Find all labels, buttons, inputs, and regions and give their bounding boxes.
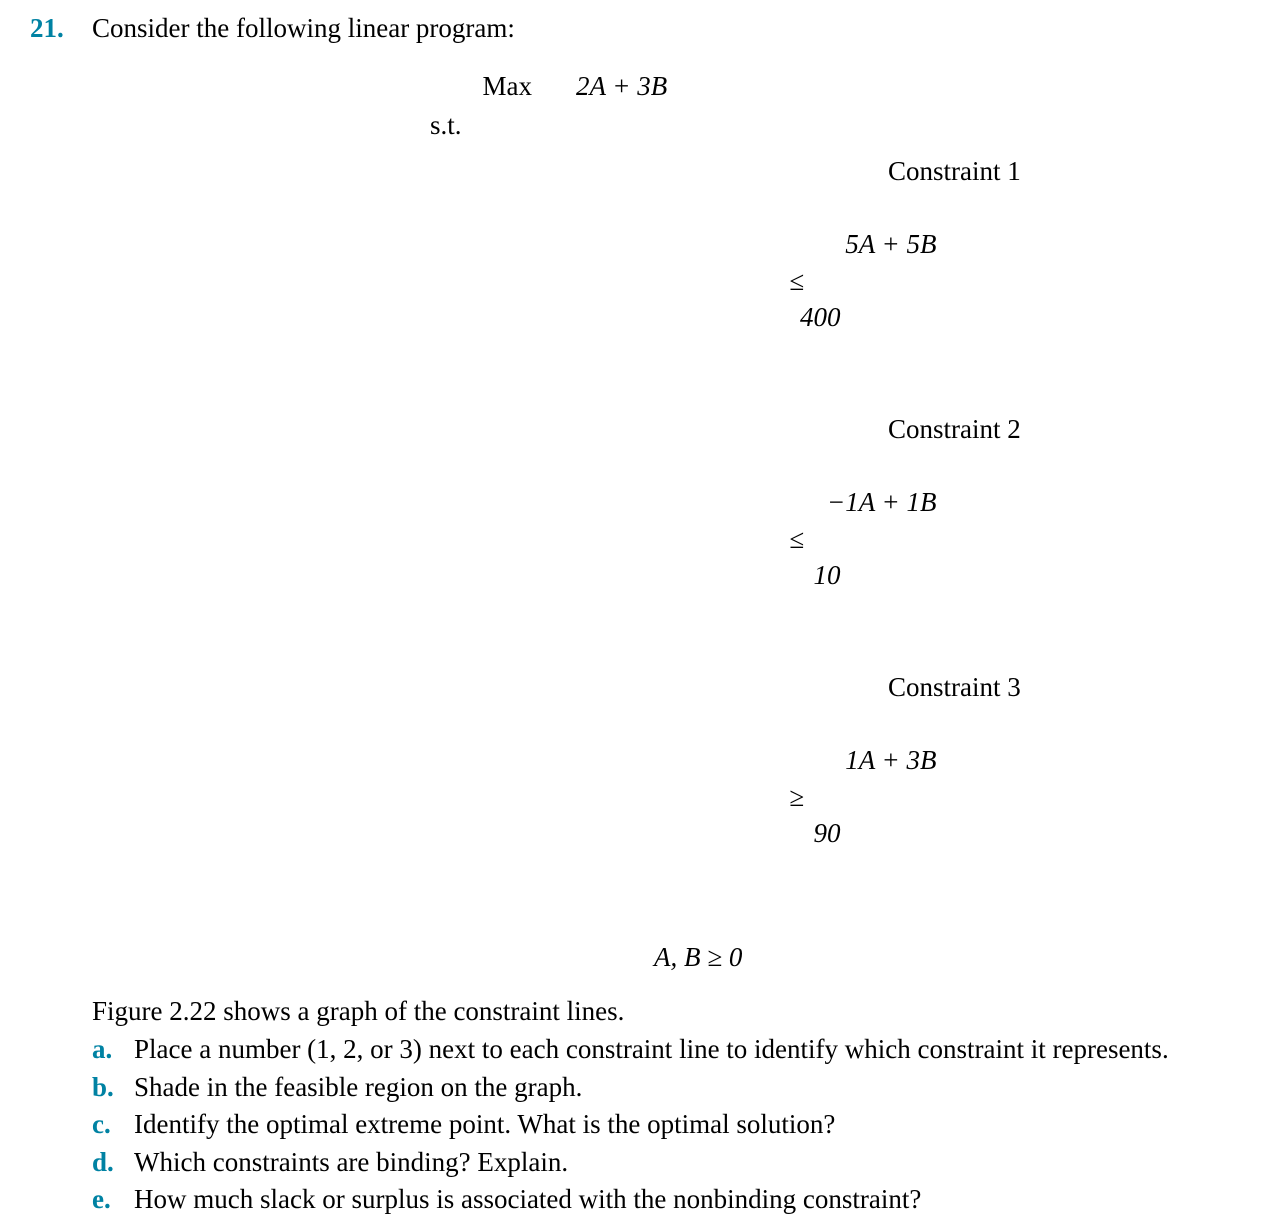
lp-st-label: s.t. [92, 107, 870, 143]
lp-block: Max 2A + 3B s.t. 5A + 5B ≤ [92, 68, 1244, 975]
lp-constraint-row: 1A + 3B ≥ 90 Constraint 3 [92, 669, 1244, 924]
problem-post-text: Figure 2.22 shows a graph of the constra… [92, 993, 1244, 1029]
subpart-item: a. Place a number (1, 2, or 3) next to e… [92, 1031, 1244, 1067]
subpart-text: Identify the optimal extreme point. What… [134, 1106, 1244, 1142]
lp-objective-spacer [876, 68, 1244, 104]
subpart-letter: e. [92, 1181, 134, 1217]
lp-constraint-rhs: 10 [779, 557, 841, 593]
lp-st-spacer1 [870, 107, 1170, 143]
problem-header: 21. Consider the following linear progra… [30, 10, 1244, 1219]
subparts-list: a. Place a number (1, 2, or 3) next to e… [92, 1031, 1244, 1217]
subpart-text: Shade in the feasible region on the grap… [134, 1069, 1244, 1105]
subpart-item: b. Shade in the feasible region on the g… [92, 1069, 1244, 1105]
lp-objective-expr: 2A + 3B [576, 68, 876, 104]
lp-constraint-pad [92, 153, 576, 408]
lp-constraint-expr: 5A + 5B ≤ 400 [576, 153, 876, 408]
lp-constraint-pad [92, 411, 576, 666]
lp-nonneg-row: A, B ≥ 0 [92, 939, 1244, 975]
subpart-item: e. How much slack or surplus is associat… [92, 1181, 1244, 1217]
subpart-text: How much slack or surplus is associated … [134, 1181, 1244, 1217]
lp-constraint-op: ≤ [779, 521, 815, 557]
lp-constraint-rhs: 400 [779, 299, 841, 335]
lp-constraint-name: Constraint 1 [876, 153, 1244, 408]
subpart-item: d. Which constraints are binding? Explai… [92, 1144, 1244, 1180]
subpart-item: c. Identify the optimal extreme point. W… [92, 1106, 1244, 1142]
lp-nonneg-expr: A, B ≥ 0 [576, 939, 954, 975]
lp-constraint-op: ≤ [779, 263, 815, 299]
lp-constraint-expr: 1A + 3B ≥ 90 [576, 669, 876, 924]
lp-nonneg-spacer [954, 939, 1244, 975]
lp-st-row: s.t. [92, 107, 1244, 143]
subpart-letter: c. [92, 1106, 134, 1142]
problem-page: 21. Consider the following linear progra… [0, 0, 1282, 1229]
subpart-letter: d. [92, 1144, 134, 1180]
lp-constraint-pad [92, 669, 576, 924]
lp-constraint-rhs: 90 [779, 815, 841, 851]
subpart-letter: a. [92, 1031, 134, 1067]
problem-intro: Consider the following linear program: [92, 10, 1244, 46]
subpart-text: Place a number (1, 2, or 3) next to each… [134, 1031, 1244, 1067]
lp-constraint-row: 5A + 5B ≤ 400 Constraint 1 [92, 153, 1244, 408]
lp-constraint-op: ≥ [779, 779, 815, 815]
lp-constraint-expr: −1A + 1B ≤ 10 [576, 411, 876, 666]
lp-st-spacer2 [1170, 107, 1244, 143]
lp-objective-row: Max 2A + 3B [92, 68, 1244, 104]
lp-constraint-name: Constraint 3 [876, 669, 1244, 924]
subpart-text: Which constraints are binding? Explain. [134, 1144, 1244, 1180]
lp-constraints: 5A + 5B ≤ 400 Constraint 1 −1A + 1B [92, 153, 1244, 924]
lp-objective-label: Max [92, 68, 576, 104]
problem-number: 21. [30, 10, 92, 46]
lp-nonneg-pad [92, 939, 576, 975]
lp-constraint-name: Constraint 2 [876, 411, 1244, 666]
lp-constraint-row: −1A + 1B ≤ 10 Constraint 2 [92, 411, 1244, 666]
problem-body: Consider the following linear program: M… [92, 10, 1244, 1219]
subpart-letter: b. [92, 1069, 134, 1105]
